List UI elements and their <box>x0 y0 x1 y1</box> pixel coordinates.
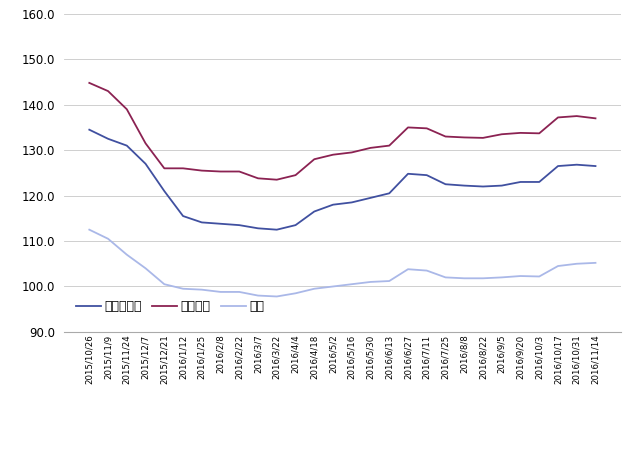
軽油 <box>104 236 112 242</box>
ハイオク <box>123 106 131 112</box>
軽油 <box>591 260 599 266</box>
レギュラー <box>86 127 93 132</box>
軽油 <box>573 261 580 266</box>
ハイオク <box>367 145 374 151</box>
軽油 <box>254 293 262 298</box>
レギュラー <box>479 184 487 189</box>
軽油 <box>536 274 543 279</box>
ハイオク <box>498 131 506 137</box>
レギュラー <box>385 190 393 196</box>
軽油 <box>179 286 187 291</box>
レギュラー <box>498 183 506 189</box>
ハイオク <box>86 80 93 86</box>
ハイオク <box>573 113 580 119</box>
レギュラー <box>198 219 205 225</box>
Line: ハイオク: ハイオク <box>90 83 595 180</box>
ハイオク <box>310 156 318 162</box>
ハイオク <box>554 115 562 120</box>
軽油 <box>329 284 337 289</box>
レギュラー <box>404 171 412 177</box>
レギュラー <box>254 225 262 231</box>
レギュラー <box>217 221 225 226</box>
レギュラー <box>236 222 243 228</box>
軽油 <box>273 294 280 299</box>
軽油 <box>554 263 562 269</box>
軽油 <box>141 266 149 271</box>
軽油 <box>404 266 412 272</box>
ハイオク <box>423 125 431 131</box>
ハイオク <box>141 141 149 146</box>
ハイオク <box>460 135 468 140</box>
ハイオク <box>329 152 337 158</box>
Line: 軽油: 軽油 <box>90 230 595 296</box>
ハイオク <box>254 176 262 181</box>
レギュラー <box>273 227 280 232</box>
ハイオク <box>442 134 449 139</box>
軽油 <box>86 227 93 232</box>
ハイオク <box>198 168 205 173</box>
ハイオク <box>516 130 524 136</box>
軽油 <box>123 252 131 257</box>
ハイオク <box>385 143 393 148</box>
軽油 <box>348 281 356 287</box>
ハイオク <box>536 130 543 136</box>
ハイオク <box>179 165 187 171</box>
レギュラー <box>161 188 168 194</box>
レギュラー <box>141 161 149 166</box>
レギュラー <box>310 209 318 214</box>
軽油 <box>460 276 468 281</box>
Legend: レギュラー, ハイオク, 軽油: レギュラー, ハイオク, 軽油 <box>76 300 264 313</box>
軽油 <box>423 268 431 273</box>
軽油 <box>442 275 449 280</box>
レギュラー <box>179 213 187 219</box>
ハイオク <box>591 116 599 121</box>
軽油 <box>498 275 506 280</box>
ハイオク <box>404 124 412 130</box>
軽油 <box>479 276 487 281</box>
レギュラー <box>292 222 300 228</box>
ハイオク <box>479 135 487 141</box>
レギュラー <box>460 183 468 189</box>
レギュラー <box>348 200 356 205</box>
軽油 <box>217 289 225 295</box>
レギュラー <box>442 182 449 187</box>
レギュラー <box>573 162 580 167</box>
レギュラー <box>104 136 112 142</box>
レギュラー <box>423 172 431 178</box>
軽油 <box>385 278 393 284</box>
レギュラー <box>329 202 337 207</box>
レギュラー <box>123 143 131 148</box>
Line: レギュラー: レギュラー <box>90 130 595 230</box>
ハイオク <box>292 172 300 178</box>
レギュラー <box>554 163 562 169</box>
レギュラー <box>516 179 524 185</box>
ハイオク <box>217 169 225 174</box>
ハイオク <box>348 150 356 155</box>
レギュラー <box>367 195 374 201</box>
ハイオク <box>236 169 243 174</box>
軽油 <box>292 290 300 296</box>
ハイオク <box>273 177 280 183</box>
軽油 <box>198 287 205 292</box>
軽油 <box>310 286 318 291</box>
軽油 <box>236 289 243 295</box>
軽油 <box>516 273 524 279</box>
レギュラー <box>591 163 599 169</box>
レギュラー <box>536 179 543 185</box>
軽油 <box>367 279 374 285</box>
軽油 <box>161 281 168 287</box>
ハイオク <box>161 165 168 171</box>
ハイオク <box>104 89 112 94</box>
